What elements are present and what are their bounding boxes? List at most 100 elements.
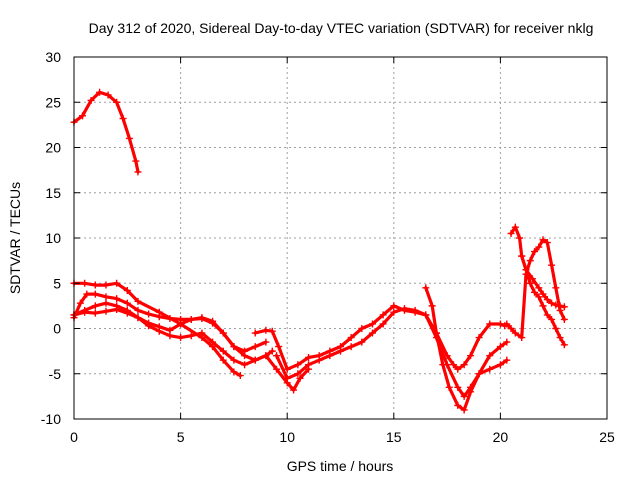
y-tick-label: 30 <box>45 49 61 65</box>
data-point <box>531 248 539 256</box>
y-axis-label: SDTVAR / TECUs <box>7 182 23 294</box>
data-point <box>390 302 398 310</box>
data-point <box>460 406 468 414</box>
data-point <box>132 157 140 165</box>
data-point <box>134 306 142 314</box>
data-point <box>230 356 238 364</box>
data-point <box>241 352 249 360</box>
data-point <box>236 372 244 380</box>
series-layer <box>70 88 568 414</box>
data-point <box>560 315 568 323</box>
data-point <box>251 356 259 364</box>
data-point <box>358 338 366 346</box>
data-point <box>177 334 185 342</box>
data-point <box>496 320 504 328</box>
data-point <box>134 168 142 176</box>
data-point <box>251 343 259 351</box>
y-tick-label: -10 <box>41 411 61 427</box>
data-point <box>539 302 547 310</box>
data-point <box>83 290 91 298</box>
data-point <box>81 308 89 316</box>
data-point <box>198 329 206 337</box>
data-point <box>283 365 291 373</box>
data-point <box>496 361 504 369</box>
series-line <box>253 304 507 371</box>
data-point <box>104 91 112 99</box>
data-point <box>268 347 276 355</box>
data-point <box>552 325 560 332</box>
y-tick-label: -5 <box>49 366 62 382</box>
series-1 <box>70 88 142 176</box>
data-point <box>91 309 99 317</box>
data-point <box>102 293 110 301</box>
data-point <box>526 257 534 265</box>
data-point <box>230 343 238 351</box>
data-point <box>296 374 304 382</box>
series-4 <box>70 299 313 394</box>
data-point <box>347 343 355 351</box>
data-point <box>467 352 475 360</box>
data-point <box>379 320 387 328</box>
x-axis-label: GPS time / hours <box>287 458 394 474</box>
data-point <box>445 383 453 391</box>
data-point <box>552 284 560 292</box>
data-point <box>326 352 334 360</box>
data-point <box>454 383 462 391</box>
data-point <box>548 299 556 307</box>
data-point <box>531 288 539 296</box>
series-10 <box>503 236 568 342</box>
data-point <box>422 311 430 319</box>
series-7 <box>273 305 511 400</box>
data-point <box>368 329 376 337</box>
data-point <box>230 368 238 376</box>
data-point <box>166 315 174 323</box>
data-point <box>102 299 110 307</box>
x-tick-label: 0 <box>70 429 78 445</box>
data-point <box>511 329 519 337</box>
data-point <box>76 299 84 307</box>
data-point <box>507 229 515 237</box>
data-point <box>511 223 519 231</box>
x-axis: 0 5 10 15 20 25 <box>70 57 615 445</box>
series-5 <box>70 305 276 364</box>
x-tick-label: 5 <box>177 429 185 445</box>
data-point <box>155 323 163 331</box>
data-point <box>548 315 556 323</box>
data-point <box>91 290 99 298</box>
data-point <box>96 88 104 96</box>
data-point <box>543 296 551 304</box>
data-point <box>134 314 142 322</box>
data-point <box>290 386 298 394</box>
data-point <box>486 352 494 360</box>
data-point <box>125 134 133 142</box>
y-tick-label: 25 <box>45 94 61 110</box>
data-point <box>454 365 462 373</box>
y-tick-label: 5 <box>53 275 61 291</box>
data-point <box>358 325 366 332</box>
data-point <box>219 329 227 337</box>
data-point <box>113 98 121 106</box>
data-point <box>556 306 564 314</box>
data-point <box>283 374 291 382</box>
data-point <box>91 302 99 310</box>
data-point <box>145 310 153 318</box>
data-point <box>177 320 185 328</box>
data-point <box>187 315 195 323</box>
x-tick-label: 10 <box>279 429 295 445</box>
data-point <box>294 361 302 369</box>
data-point <box>539 236 547 244</box>
data-point <box>209 317 217 325</box>
data-point <box>273 352 281 360</box>
data-point <box>79 112 87 120</box>
data-point <box>347 334 355 342</box>
data-point <box>209 338 217 346</box>
data-point <box>560 341 568 349</box>
data-point <box>535 243 543 251</box>
data-point <box>123 286 131 294</box>
data-point <box>475 370 483 378</box>
data-point <box>368 320 376 328</box>
data-point <box>400 305 408 313</box>
series-line <box>424 286 509 412</box>
chart-title: Day 312 of 2020, Sidereal Day-to-day VTE… <box>89 20 594 36</box>
data-point <box>198 314 206 322</box>
